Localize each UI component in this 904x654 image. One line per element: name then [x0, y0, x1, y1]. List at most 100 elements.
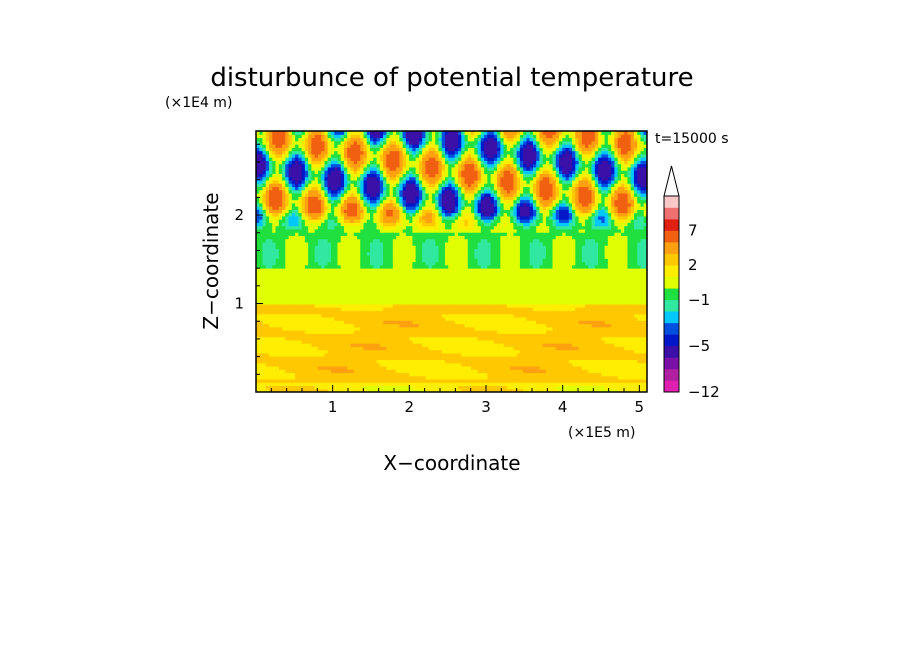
- contour-cell: [438, 333, 443, 338]
- contour-cell: [392, 375, 397, 380]
- contour-cell: [301, 320, 306, 325]
- contour-cell: [412, 287, 417, 292]
- contour-cell: [418, 310, 423, 315]
- contour-cell: [396, 349, 400, 354]
- contour-cell: [278, 294, 283, 298]
- contour-cell: [444, 290, 449, 295]
- contour-cell: [275, 192, 280, 197]
- contour-cell: [291, 254, 296, 259]
- contour-cell: [386, 287, 391, 292]
- contour-cell: [357, 271, 361, 276]
- contour-cell: [343, 157, 348, 161]
- contour-cell: [392, 196, 397, 201]
- contour-cell: [370, 277, 374, 282]
- contour-cell: [402, 134, 407, 139]
- contour-cell: [383, 274, 387, 279]
- contour-cell: [308, 258, 312, 263]
- contour-cell: [392, 153, 397, 158]
- contour-cell: [386, 281, 391, 285]
- contour-cell: [321, 232, 326, 236]
- contour-cell: [256, 349, 260, 354]
- contour-cell: [396, 316, 400, 321]
- contour-cell: [311, 323, 316, 328]
- contour-cell: [285, 277, 290, 282]
- contour-cell: [431, 232, 436, 236]
- contour-cell: [444, 365, 449, 370]
- contour-cell: [431, 385, 436, 390]
- contour-cell: [366, 343, 371, 347]
- contour-cell: [301, 287, 306, 292]
- contour-cell: [448, 385, 453, 390]
- contour-cell: [451, 277, 456, 282]
- contour-cell: [317, 192, 322, 197]
- contour-cell: [360, 310, 365, 315]
- contour-cell: [370, 359, 374, 364]
- contour-cell: [308, 137, 312, 142]
- contour-cell: [301, 313, 306, 318]
- contour-cell: [343, 297, 348, 302]
- contour-cell: [340, 153, 345, 158]
- contour-cell: [431, 343, 436, 347]
- contour-cell: [415, 316, 420, 321]
- contour-cell: [444, 186, 449, 191]
- contour-cell: [360, 303, 365, 308]
- contour-cell: [353, 189, 358, 194]
- contour-field: [256, 131, 647, 392]
- contour-cell: [334, 359, 339, 364]
- contour-cell: [262, 287, 267, 292]
- contour-cell: [324, 222, 329, 227]
- contour-cell: [389, 137, 394, 142]
- contour-cell: [389, 179, 394, 184]
- contour-cell: [311, 245, 316, 250]
- contour-cell: [288, 235, 293, 240]
- contour-cell: [321, 382, 326, 387]
- contour-cell: [327, 241, 332, 246]
- contour-cell: [376, 153, 381, 158]
- contour-cell: [405, 300, 410, 305]
- contour-cell: [392, 225, 397, 230]
- contour-cell: [265, 163, 270, 168]
- contour-cell: [256, 144, 260, 148]
- contour-cell: [396, 150, 400, 155]
- contour-cell: [353, 147, 358, 152]
- contour-cell: [259, 173, 264, 178]
- contour-cell: [304, 316, 309, 321]
- contour-cell: [304, 336, 309, 341]
- contour-cell: [265, 268, 270, 272]
- contour-cell: [441, 352, 446, 357]
- contour-cell: [409, 232, 413, 236]
- contour-cell: [422, 261, 427, 266]
- contour-cell: [405, 268, 410, 272]
- contour-cell: [405, 346, 410, 351]
- contour-cell: [389, 294, 394, 298]
- contour-cell: [347, 365, 352, 370]
- contour-cell: [386, 160, 391, 165]
- contour-cell: [278, 307, 283, 312]
- contour-cell: [448, 310, 453, 315]
- contour-cell: [272, 365, 277, 370]
- contour-cell: [441, 307, 446, 312]
- contour-cell: [262, 281, 267, 285]
- contour-cell: [435, 137, 440, 142]
- contour-cell: [285, 192, 290, 197]
- contour-cell: [265, 206, 270, 210]
- contour-cell: [314, 166, 319, 171]
- contour-cell: [265, 349, 270, 354]
- contour-cell: [448, 209, 453, 214]
- contour-cell: [317, 290, 322, 295]
- contour-cell: [308, 192, 312, 197]
- contour-cell: [347, 294, 352, 298]
- contour-cell: [301, 336, 306, 341]
- contour-cell: [399, 336, 404, 341]
- contour-cell: [458, 352, 462, 357]
- contour-cell: [275, 307, 280, 312]
- contour-cell: [272, 313, 277, 318]
- contour-cell: [431, 131, 436, 135]
- contour-cell: [370, 297, 374, 302]
- contour-cell: [262, 219, 267, 223]
- contour-cell: [347, 192, 352, 197]
- contour-cell: [396, 199, 400, 204]
- contour-cell: [321, 261, 326, 266]
- contour-cell: [317, 179, 322, 184]
- contour-cell: [454, 310, 459, 315]
